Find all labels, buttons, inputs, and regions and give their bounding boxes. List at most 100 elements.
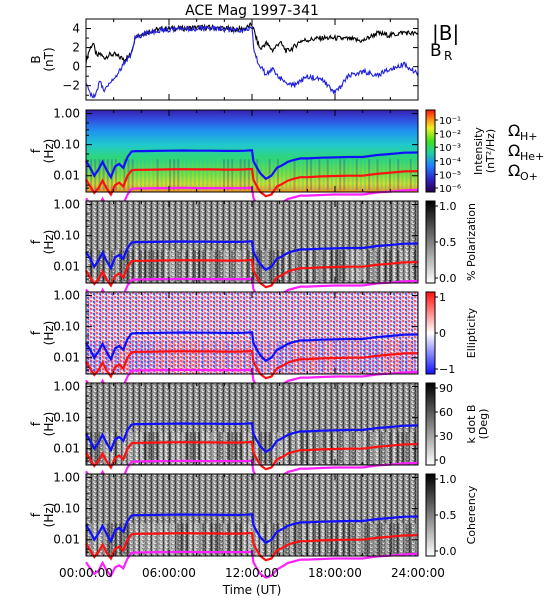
texture-column — [297, 523, 300, 555]
texture-column — [243, 523, 246, 555]
texture-column — [330, 250, 333, 282]
texture-column — [144, 341, 147, 373]
texture-column — [227, 523, 230, 555]
colorbar-tick-label: 0.5 — [439, 236, 457, 249]
y-tick-label: 0.01 — [53, 169, 80, 183]
texture-column — [339, 250, 342, 282]
texture-column — [289, 250, 292, 282]
texture-column — [189, 159, 192, 191]
texture-column — [193, 523, 196, 555]
texture-column — [139, 523, 142, 555]
texture-column — [293, 159, 296, 191]
texture-column — [322, 432, 325, 464]
colorbar-label: Ellipticity — [465, 307, 478, 358]
texture-column — [227, 159, 230, 191]
panel-3: 1.00 0.10 0.01 1 0 −1 Ellipticity f (Hz) — [29, 289, 478, 397]
y-axis-label: f — [29, 330, 43, 335]
y-tick-label: 2 — [72, 41, 80, 55]
texture-column — [106, 159, 109, 191]
texture-column — [239, 250, 242, 282]
texture-column — [119, 432, 122, 464]
texture-column — [139, 159, 142, 191]
texture-column — [181, 159, 184, 191]
texture-column — [210, 432, 213, 464]
texture-column — [393, 159, 396, 191]
texture-column — [305, 523, 308, 555]
texture-column — [289, 523, 292, 555]
texture-column — [285, 523, 288, 555]
texture-column — [202, 432, 205, 464]
texture-column — [131, 523, 134, 555]
texture-column — [239, 432, 242, 464]
texture-column — [235, 432, 238, 464]
texture-column — [115, 159, 118, 191]
texture-column — [135, 250, 138, 282]
texture-column — [144, 159, 147, 191]
y-axis-unit: (nT) — [42, 47, 56, 71]
texture-column — [310, 159, 313, 191]
texture-column — [173, 250, 176, 282]
texture-column — [152, 341, 155, 373]
texture-column — [90, 523, 93, 555]
texture-column — [235, 341, 238, 373]
texture-column — [305, 159, 308, 191]
texture-column — [193, 159, 196, 191]
y-axis-label: f — [29, 239, 43, 244]
texture-column — [206, 159, 209, 191]
texture-column — [314, 432, 317, 464]
texture-column — [268, 159, 271, 191]
texture-column — [210, 341, 213, 373]
colorbar — [425, 473, 436, 557]
colorbar-tick-label: 1.0 — [439, 473, 457, 486]
texture-column — [115, 341, 118, 373]
texture-column — [115, 523, 118, 555]
texture-column — [409, 432, 412, 464]
texture-column — [98, 341, 101, 373]
texture-column — [401, 432, 404, 464]
texture-column — [397, 250, 400, 282]
colorbar-tick-label: 10⁻⁶ — [439, 184, 461, 195]
texture-column — [335, 523, 337, 555]
texture-column — [160, 523, 163, 555]
texture-column — [227, 341, 230, 373]
texture-column — [393, 523, 396, 555]
texture-column — [144, 250, 147, 282]
texture-column — [123, 250, 126, 282]
y-tick-label: 0.01 — [53, 533, 80, 547]
x-tick-label: 12:00:00 — [225, 566, 279, 580]
legend-omega-sub: O+ — [520, 170, 538, 183]
y-tick-label: 0.01 — [53, 351, 80, 365]
texture-column — [326, 250, 329, 282]
texture-column — [227, 432, 230, 464]
texture-column — [90, 250, 93, 282]
texture-column — [256, 159, 259, 191]
texture-column — [131, 432, 134, 464]
texture-column — [210, 523, 213, 555]
texture-column — [102, 432, 105, 464]
texture-column — [326, 341, 329, 373]
texture-column — [393, 341, 396, 373]
texture-column — [177, 432, 180, 464]
chart-title: ACE Mag 1997-341 — [185, 3, 319, 19]
texture-column — [231, 250, 234, 282]
y-tick-label: 0.10 — [53, 138, 80, 152]
colorbar-tick-label: 10⁻⁴ — [439, 157, 461, 168]
texture-column — [198, 432, 201, 464]
texture-column — [148, 159, 151, 191]
texture-column — [106, 250, 109, 282]
texture-column — [272, 250, 275, 282]
texture-column — [285, 432, 288, 464]
texture-column — [293, 250, 296, 282]
gyrofrequency-line-Hplus — [85, 422, 419, 454]
texture-column — [276, 159, 279, 191]
texture-column — [301, 341, 304, 373]
texture-column — [281, 432, 284, 464]
texture-column — [293, 432, 296, 464]
texture-column — [139, 250, 142, 282]
legend-omega-label: Ω — [508, 121, 520, 140]
x-tick-label: 24:00:00 — [391, 566, 445, 580]
gyrofrequency-line-Hplus — [85, 240, 419, 272]
texture-column — [305, 432, 308, 464]
legend-b-magnitude: |B| — [432, 21, 459, 45]
texture-column — [380, 523, 383, 555]
